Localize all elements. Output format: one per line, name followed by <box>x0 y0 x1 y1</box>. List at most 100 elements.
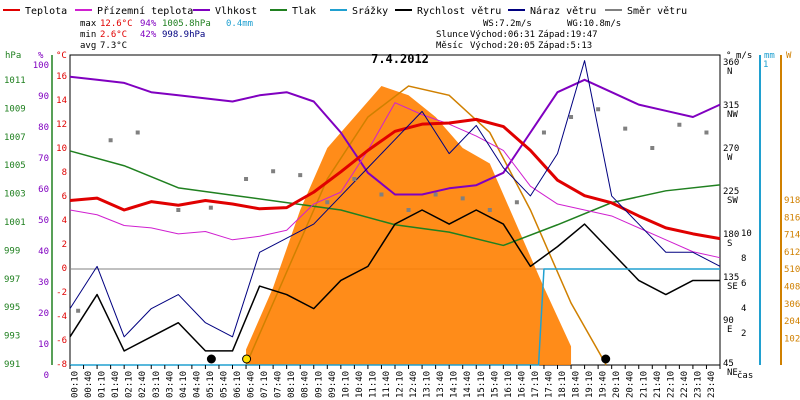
wind-direction-point <box>406 208 411 212</box>
humidity-tick-label: 30 <box>38 278 49 288</box>
humidity-tick-label: 50 <box>38 216 49 226</box>
wind-tick-label: 10 <box>741 229 752 239</box>
time-tick-label: 07:10 <box>260 371 270 398</box>
time-tick-label: 01:40 <box>111 371 121 398</box>
legend-rain: Srážky <box>352 5 388 17</box>
time-tick-label: 03:40 <box>165 371 175 398</box>
time-tick-label: 04:40 <box>192 371 202 398</box>
solar-tick-label: 612 <box>784 248 800 258</box>
pressure-tick-label: 1001 <box>4 218 26 228</box>
legend-wind-gust: Náraz větru <box>530 5 596 17</box>
time-tick-label: 11:10 <box>368 371 378 398</box>
time-tick-label: 17:40 <box>544 371 554 398</box>
time-tick-label: 19:10 <box>585 371 595 398</box>
time-tick-label: 00:10 <box>71 371 81 398</box>
time-tick-label: 11:40 <box>382 371 392 398</box>
direction-tick-value: 45 <box>723 359 734 369</box>
temperature-tick-label: -4 <box>56 312 67 322</box>
legend-wind-direction: Směr větru <box>627 5 687 17</box>
direction-tick-label: NW <box>727 110 738 120</box>
wind-direction-point <box>433 192 438 197</box>
legend-ground-temperature: Přízemní teplota <box>97 5 193 17</box>
time-tick-label: 23:10 <box>693 371 703 398</box>
wind-tick-label: 4 <box>741 304 746 314</box>
time-tick-label: 06:40 <box>247 371 257 398</box>
wind-direction-point <box>460 196 465 201</box>
time-tick-label: 06:10 <box>233 371 243 398</box>
solar-tick-label: 408 <box>784 283 800 293</box>
stats-max-label: max <box>80 19 97 29</box>
time-tick-label: 17:10 <box>531 371 541 398</box>
stats-avg-label: avg <box>80 41 96 51</box>
legend-temperature: Teplota <box>25 6 67 17</box>
time-tick-label: 13:40 <box>436 371 446 398</box>
wind-direction-point <box>271 169 276 174</box>
temperature-tick-label: 2 <box>62 240 67 250</box>
pressure-tick-label: 1005 <box>4 161 26 171</box>
wind-direction-point <box>352 177 357 181</box>
time-tick-label: 01:10 <box>98 371 108 398</box>
temperature-tick-label: -2 <box>56 288 67 298</box>
time-tick-label: 21:40 <box>653 371 663 398</box>
wind-speed-info: WS:7.2m/s <box>483 19 532 29</box>
wind-direction-point <box>569 115 574 119</box>
time-tick-label: 04:10 <box>179 371 189 398</box>
time-tick-label: 22:10 <box>666 371 676 398</box>
stats-min-press: 998.9hPa <box>162 30 205 40</box>
moon-rise: Východ:20:05 <box>470 41 535 51</box>
axis-units: hPa % °C ° m/s mm W <box>5 51 792 61</box>
solar-tick-label: 204 <box>784 317 800 327</box>
legend-pressure: Tlak <box>292 6 316 17</box>
temperature-tick-label: 0 <box>62 264 67 274</box>
temperature-tick-label: 14 <box>56 96 67 106</box>
wind-direction-point <box>298 173 303 178</box>
wind-direction-point <box>487 208 492 212</box>
time-tick-label: 12:40 <box>409 371 419 398</box>
moon-set: Západ:5:13 <box>538 41 592 51</box>
temperature-tick-label: 4 <box>62 216 67 226</box>
humidity-tick-label: 90 <box>38 92 49 102</box>
humidity-unit: % <box>38 51 44 61</box>
legend-wind-speed: Rychlost větru <box>417 5 501 17</box>
solar-tick-label: 714 <box>784 231 800 241</box>
chart-title: 7.4.2012 <box>371 52 429 66</box>
temperature-tick-label: 16 <box>56 72 67 82</box>
time-tick-label: 08:40 <box>301 371 311 398</box>
direction-tick-label: N <box>727 67 732 77</box>
sun-label: Slunce <box>436 30 469 40</box>
time-tick-label: 07:40 <box>274 371 284 398</box>
temperature-line <box>69 117 721 241</box>
plot-layers <box>69 60 721 366</box>
humidity-tick-label: 100 <box>33 61 49 71</box>
solar-tick-label: 816 <box>784 213 800 223</box>
time-tick-label: 16:10 <box>504 371 514 398</box>
time-tick-label: 19:40 <box>599 371 609 398</box>
rain-line <box>70 268 720 366</box>
time-tick-label: 22:40 <box>680 371 690 398</box>
humidity-tick-label: 40 <box>38 247 49 257</box>
wind-tick-label: 8 <box>741 254 746 264</box>
direction-tick-value: 360 <box>723 58 739 68</box>
legend: Teplota Přízemní teplota Vlhkost Tlak Sr… <box>3 5 687 17</box>
moon-label: Měsíc <box>436 41 463 51</box>
direction-tick-value: 270 <box>723 144 739 154</box>
sunrise-marker <box>242 354 252 364</box>
wind-direction-point <box>514 200 519 205</box>
pressure-tick-label: 991 <box>4 360 20 370</box>
direction-tick-value: 135 <box>723 273 739 283</box>
temperature-unit: °C <box>56 51 67 61</box>
wind-direction-point <box>135 130 140 135</box>
humidity-line <box>69 75 721 196</box>
wind-direction-point <box>541 130 546 135</box>
solar-tick-label: 510 <box>784 265 800 275</box>
time-tick-label: 18:40 <box>572 371 582 398</box>
rain-tick-label: 1 <box>763 60 768 70</box>
time-tick-label: 05:10 <box>206 371 216 398</box>
time-tick-label: 03:10 <box>152 371 162 398</box>
time-tick-label: 14:40 <box>463 371 473 398</box>
direction-tick-label: E <box>727 325 732 335</box>
pressure-tick-label: 1009 <box>4 104 26 114</box>
humidity-tick-label: 10 <box>38 340 49 350</box>
stats-max-temp: 12.6°C <box>100 19 133 29</box>
